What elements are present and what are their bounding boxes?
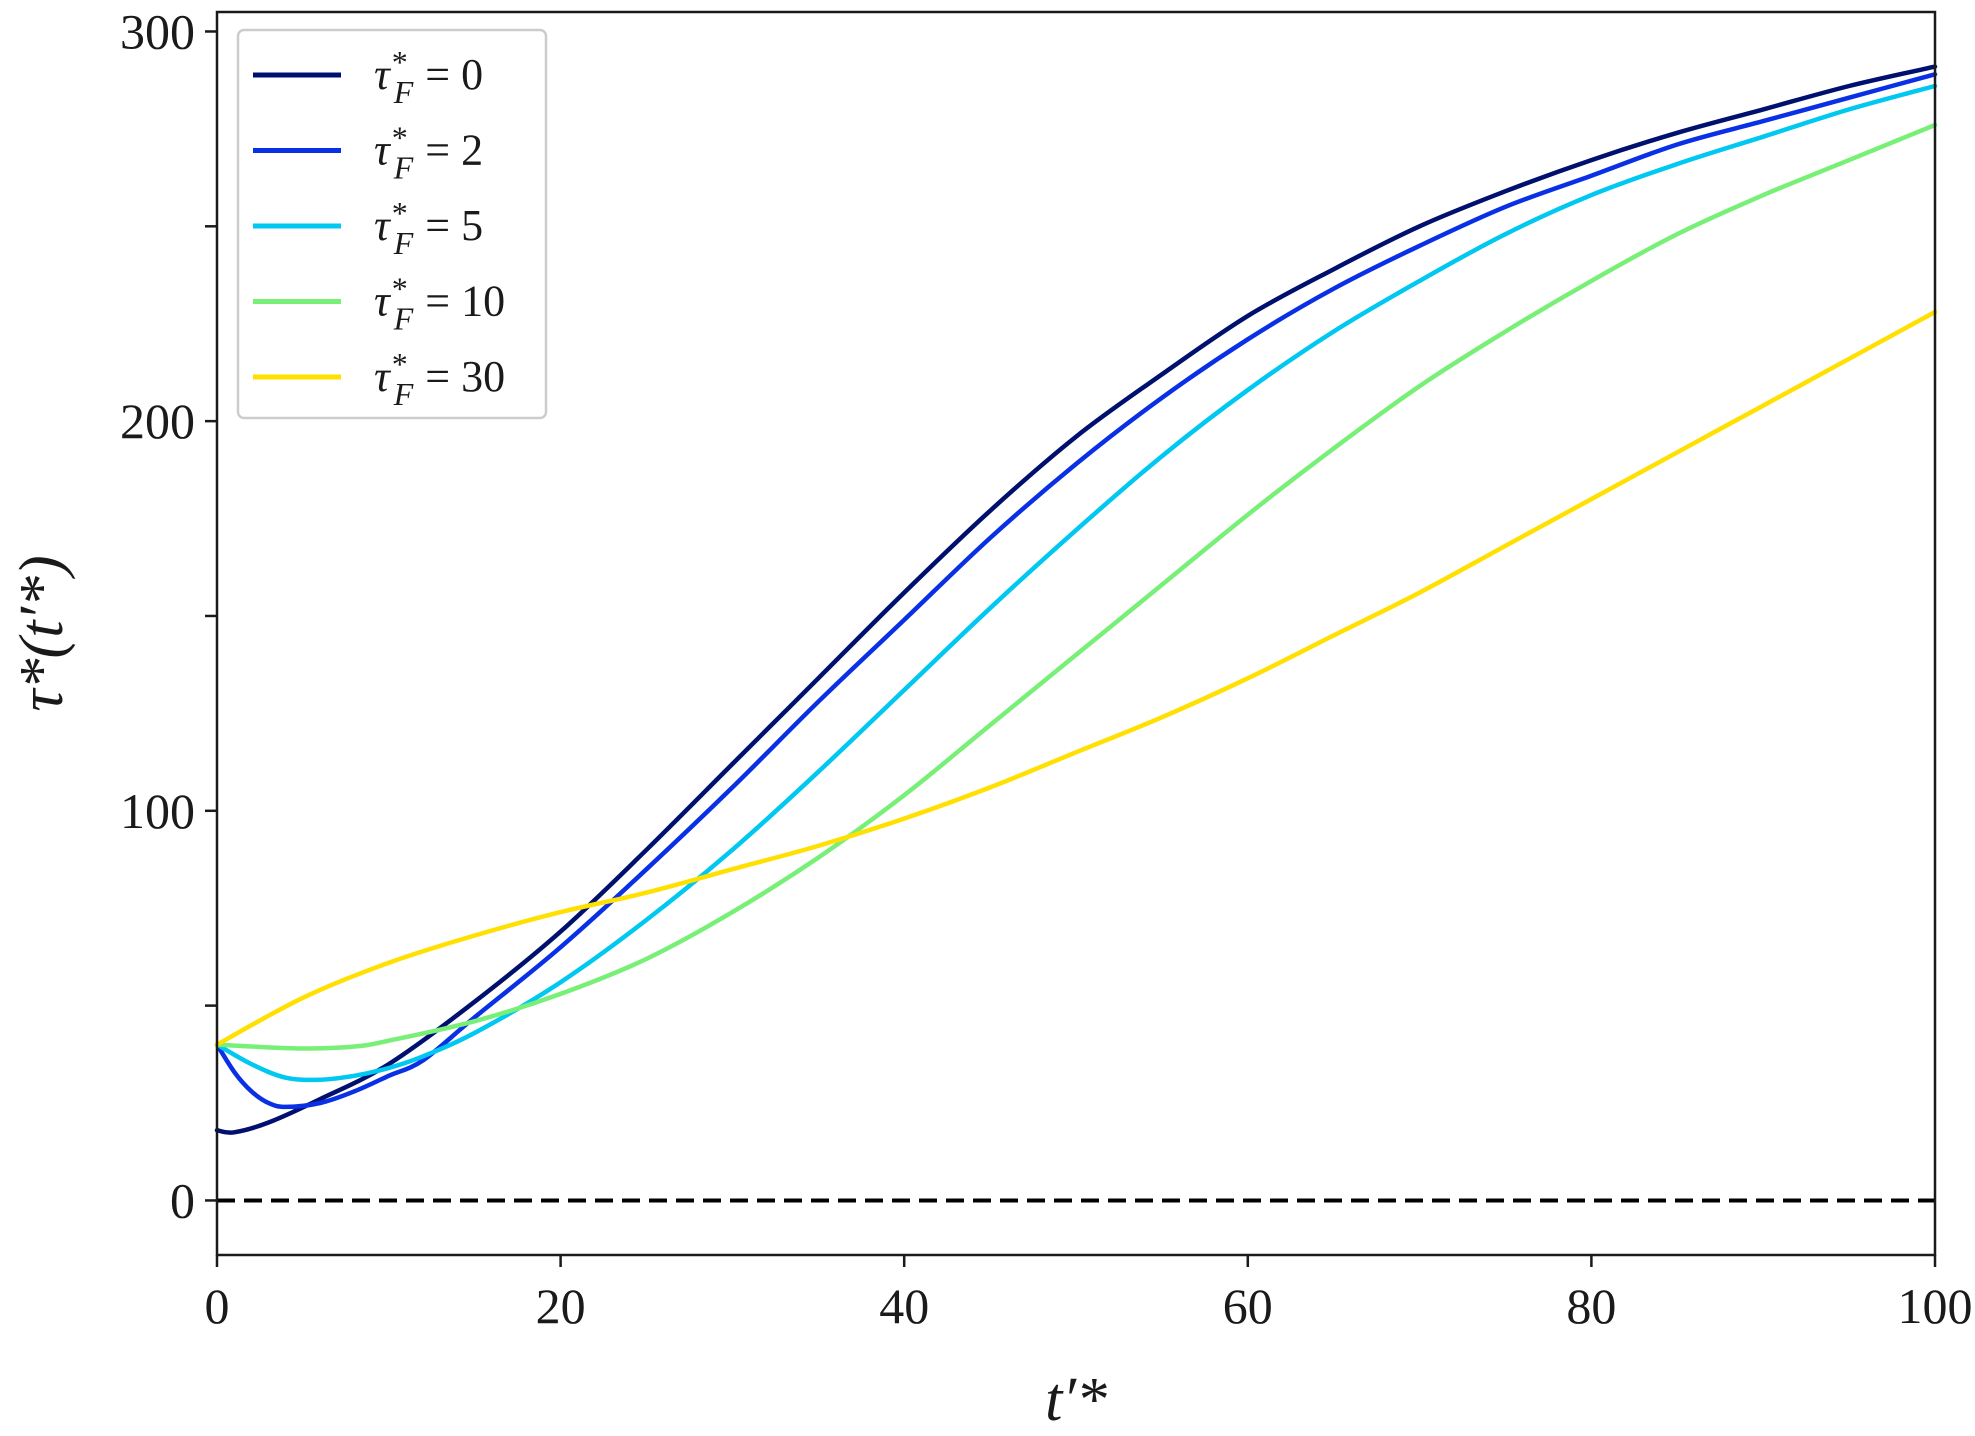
plot-frame [215, 10, 1937, 1257]
legend-label: τ* F = 5 [374, 195, 483, 261]
legend-label: τ* F = 2 [374, 120, 483, 186]
y-tick-label: 300 [120, 3, 195, 59]
legend-label: τ* F = 30 [374, 346, 505, 412]
legend-label: τ* F = 10 [374, 271, 505, 337]
x-tick-label: 20 [536, 1278, 586, 1334]
series-line-tauF-10 [214, 122, 1938, 1051]
x-axis-label: t′* [1045, 1366, 1107, 1434]
series-line-tauF-2 [214, 72, 1938, 1110]
ticks-layer: 0 20 40 60 80 100 0 100 200 300 [120, 3, 1973, 1334]
series-line-tauF-0 [214, 64, 1938, 1135]
y-tick-label: 200 [120, 393, 195, 449]
y-tick-label: 100 [120, 783, 195, 839]
y-axis-label: τ*(t′*) [8, 555, 76, 711]
x-tick-label: 60 [1223, 1278, 1273, 1334]
x-tick-label: 0 [205, 1278, 230, 1334]
series-layer [214, 64, 1938, 1135]
x-tick-label: 40 [879, 1278, 929, 1334]
legend: τ* F = 0 τ* F = 2 τ* F = 5 τ* F = 10 τ* F = 30 [236, 28, 548, 420]
y-tick-label: 0 [170, 1172, 195, 1228]
x-tick-label: 80 [1566, 1278, 1616, 1334]
series-line-tauF-30 [214, 309, 1938, 1047]
x-tick-label: 100 [1898, 1278, 1973, 1334]
series-line-tauF-5 [214, 83, 1938, 1083]
legend-label: τ* F = 0 [374, 44, 483, 110]
legend-box [236, 28, 548, 420]
